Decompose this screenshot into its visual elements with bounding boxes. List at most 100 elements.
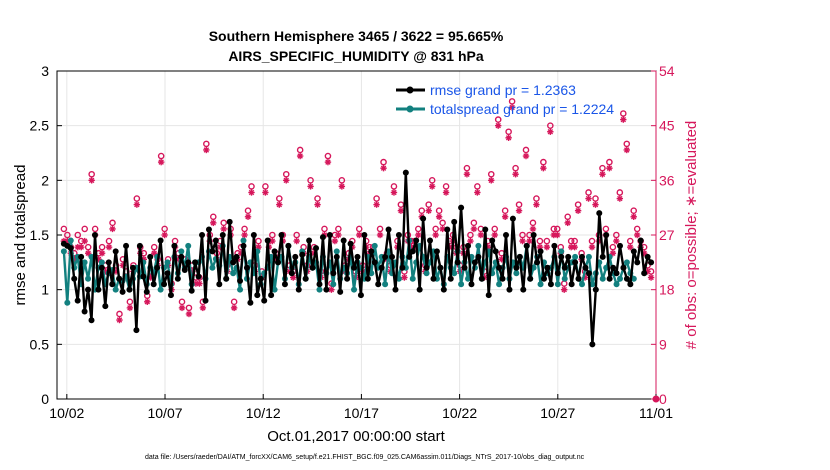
asterisk-stroke (589, 244, 595, 250)
obs-evaluated-point (428, 183, 436, 190)
obs-evaluated-point (540, 164, 547, 172)
rmse-point (230, 259, 237, 266)
rmse-point (585, 270, 592, 277)
obs-possible-point (550, 225, 558, 233)
obs-possible-point (244, 207, 252, 215)
spread-point (613, 281, 620, 288)
y-tick-label-right: 9 (659, 336, 667, 352)
y-tick-label-left: 2.5 (30, 118, 50, 134)
obs-possible-point (571, 237, 578, 245)
rmse-point (119, 288, 126, 295)
rmse-point (178, 253, 185, 260)
obs-possible-point (418, 207, 426, 215)
rmse-point (516, 253, 523, 260)
legend-rmse-marker (406, 86, 414, 94)
rmse-point (465, 242, 472, 249)
asterisk-stroke (85, 250, 91, 256)
rmse-point (389, 253, 396, 260)
rmse-point (641, 270, 648, 277)
rmse-point (606, 275, 613, 282)
rmse-point (275, 259, 282, 266)
asterisk-stroke (547, 129, 554, 135)
obs-possible-point (185, 304, 193, 312)
legend-spread-marker (406, 105, 414, 113)
obs-evaluated-point (512, 171, 519, 178)
obs-evaluated-point (335, 231, 342, 239)
rmse-point (247, 299, 254, 306)
rmse-point (385, 226, 392, 233)
legend: rmse grand pr = 1.2363 totalspread grand… (396, 82, 614, 117)
rmse-point (268, 292, 275, 299)
asterisk-stroke (335, 232, 342, 238)
x-tick-label: 10/07 (147, 405, 182, 421)
obs-possible-point (414, 225, 422, 233)
rmse-point (489, 237, 496, 244)
rmse-point (617, 242, 624, 249)
obs-evaluated-point (126, 304, 134, 312)
obs-possible-point (133, 195, 141, 202)
obs-possible-point (474, 183, 481, 190)
rmse-point (530, 232, 537, 238)
data-file-footer: data file: /Users/raeder/DAI/ATM_forcXX/… (145, 454, 585, 461)
asterisk-stroke (81, 238, 88, 244)
y-tick-label-left: 2 (41, 172, 49, 188)
y-tick-label-right: 45 (659, 118, 675, 134)
obs-evaluated-point (606, 164, 613, 172)
obs-evaluated-point (470, 225, 478, 233)
obs-evaluated-point (296, 152, 304, 160)
asterisk-stroke (290, 274, 296, 281)
rmse-point (174, 275, 181, 282)
obs-possible-point (296, 146, 304, 154)
spread-point (585, 253, 592, 260)
rmse-point (420, 215, 427, 222)
obs-evaluated-point (397, 207, 405, 214)
rmse-point (413, 237, 420, 244)
rmse-point (592, 286, 599, 293)
rmse-point (219, 232, 226, 238)
rmse-point (371, 259, 378, 266)
rmse-point (143, 288, 150, 295)
rmse-point (129, 264, 136, 271)
asterisk-stroke (512, 171, 519, 177)
y-tick-label-left: 0 (41, 391, 49, 407)
obs-possible-point (84, 243, 92, 251)
obs-possible-point (585, 189, 592, 196)
x-tick-label: 10/02 (49, 405, 84, 421)
rmse-point (185, 259, 192, 266)
rmse-point (240, 242, 247, 249)
spread-point (554, 281, 561, 288)
rmse-point (109, 281, 116, 288)
rmse-point (620, 264, 627, 271)
obs-evaluated-point (220, 225, 227, 233)
asterisk-stroke (544, 244, 550, 250)
asterisk-stroke (245, 214, 251, 220)
asterisk-stroke (478, 232, 484, 238)
asterisk-stroke (231, 305, 237, 311)
rmse-point (558, 253, 565, 260)
obs-possible-point (491, 225, 499, 233)
obs-evaluated-point (616, 195, 624, 202)
asterisk-stroke (203, 147, 210, 153)
rmse-point (496, 264, 503, 271)
rmse-point (209, 248, 216, 255)
obs-evaluated-point (199, 304, 207, 312)
rmse-point (202, 297, 209, 304)
obs-evaluated-point (529, 225, 537, 233)
asterisk-stroke (432, 232, 439, 238)
obs-possible-point (519, 231, 526, 239)
obs-possible-point (91, 225, 99, 233)
rmse-point (85, 286, 92, 293)
asterisk-stroke (161, 232, 168, 238)
obs-evaluated-point (442, 189, 450, 196)
legend-rmse-label: rmse grand pr = 1.2363 (430, 82, 576, 98)
obs-possible-point (220, 219, 228, 227)
obs-possible-point (616, 189, 624, 196)
rmse-point (261, 297, 268, 304)
obs-evaluated-point (178, 304, 186, 312)
rmse-point (344, 275, 351, 282)
asterisk-stroke (356, 232, 362, 238)
obs-possible-point (547, 122, 554, 129)
spread-point (271, 286, 278, 293)
rmse-point (523, 242, 530, 249)
obs-possible-point (630, 207, 638, 215)
